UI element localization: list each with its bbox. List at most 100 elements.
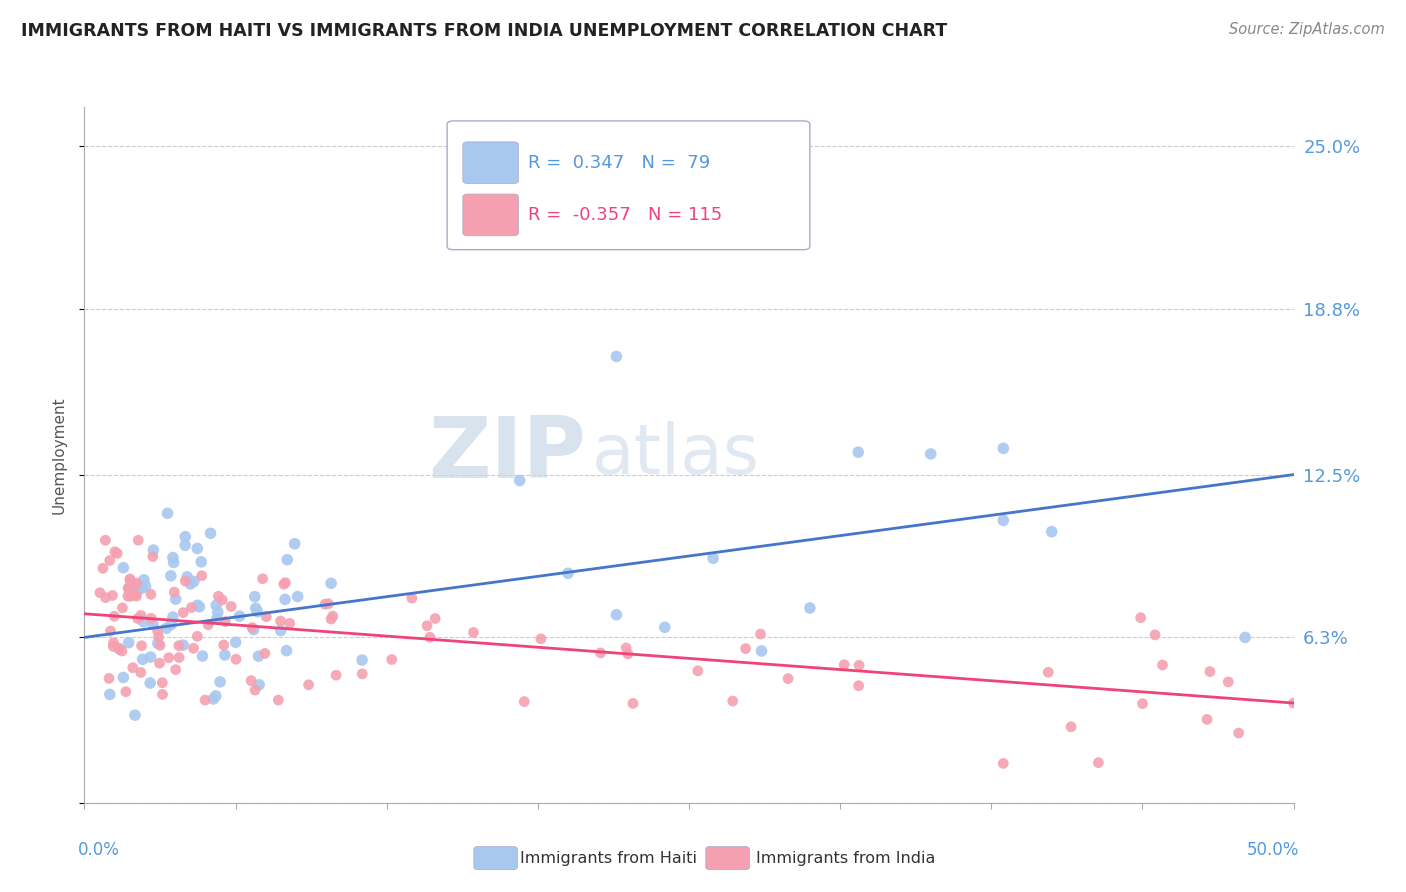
Point — [117, 589, 139, 603]
Point — [209, 674, 232, 689]
Point — [463, 625, 485, 640]
Point — [318, 597, 340, 611]
Point — [94, 533, 117, 548]
Point — [139, 587, 162, 601]
Point — [159, 568, 181, 582]
Point — [155, 621, 177, 635]
Point — [1234, 631, 1257, 645]
Point — [848, 679, 870, 693]
Point — [118, 572, 141, 586]
Point — [112, 670, 135, 684]
Point — [152, 687, 174, 701]
Point — [121, 660, 143, 674]
Point — [214, 615, 236, 629]
Point — [120, 590, 142, 604]
Point — [1038, 665, 1060, 680]
Point — [605, 350, 627, 364]
Point — [513, 695, 536, 709]
Point — [617, 647, 640, 661]
Point — [139, 676, 162, 690]
Point — [589, 646, 612, 660]
Point — [846, 445, 869, 459]
Point — [148, 656, 170, 670]
Point — [127, 533, 149, 548]
Point — [129, 608, 152, 623]
Point — [401, 591, 423, 606]
Point — [219, 599, 242, 614]
Point — [204, 689, 226, 703]
Point — [749, 627, 772, 641]
Point — [207, 589, 229, 603]
Point — [125, 589, 148, 603]
Point — [1087, 756, 1109, 770]
Point — [200, 526, 222, 541]
Point — [205, 612, 228, 626]
Point — [125, 576, 148, 591]
Point — [131, 652, 153, 666]
Point — [98, 672, 121, 686]
Point — [160, 617, 183, 632]
Text: 0.0%: 0.0% — [79, 841, 120, 859]
FancyBboxPatch shape — [463, 194, 519, 235]
Point — [1152, 658, 1174, 673]
Point — [207, 605, 229, 619]
Point — [176, 570, 198, 584]
Point — [98, 688, 121, 702]
Point — [1227, 726, 1250, 740]
Point — [167, 639, 190, 653]
Point — [129, 665, 152, 680]
Point — [270, 624, 292, 638]
Point — [321, 612, 343, 626]
Text: atlas: atlas — [592, 421, 761, 489]
Point — [243, 590, 266, 604]
Point — [115, 684, 138, 698]
Point — [142, 617, 165, 632]
Point — [186, 541, 208, 556]
Point — [920, 447, 942, 461]
Point — [117, 582, 139, 596]
Point — [242, 623, 264, 637]
Point — [131, 582, 153, 596]
Point — [172, 638, 194, 652]
Point — [111, 644, 134, 658]
Point — [165, 663, 187, 677]
Point — [702, 551, 724, 566]
Point — [1195, 713, 1218, 727]
Point — [381, 652, 404, 666]
Point — [124, 708, 146, 723]
Point — [287, 590, 309, 604]
Point — [848, 658, 870, 673]
Point — [686, 664, 709, 678]
Point — [162, 610, 184, 624]
Point — [108, 642, 131, 657]
Point — [322, 609, 344, 624]
Point — [243, 683, 266, 698]
Point — [135, 579, 157, 593]
Point — [191, 648, 214, 663]
Point — [416, 618, 439, 632]
Point — [104, 545, 127, 559]
Point — [120, 582, 142, 596]
Point — [98, 553, 121, 567]
Point — [202, 692, 225, 706]
Point — [174, 530, 197, 544]
Point — [118, 635, 141, 649]
Point — [212, 638, 235, 652]
Text: 50.0%: 50.0% — [1247, 841, 1299, 859]
Point — [167, 650, 190, 665]
Point — [127, 611, 149, 625]
Point — [103, 609, 125, 624]
Point — [132, 573, 155, 587]
Point — [832, 657, 855, 672]
Point — [162, 550, 184, 565]
Point — [1132, 697, 1154, 711]
Point — [778, 672, 800, 686]
Point — [270, 614, 292, 628]
Point — [284, 537, 307, 551]
Point — [156, 506, 179, 520]
Point — [179, 577, 201, 591]
Point — [734, 641, 756, 656]
Point — [254, 609, 277, 624]
Point — [1040, 524, 1063, 539]
Point — [240, 673, 263, 688]
